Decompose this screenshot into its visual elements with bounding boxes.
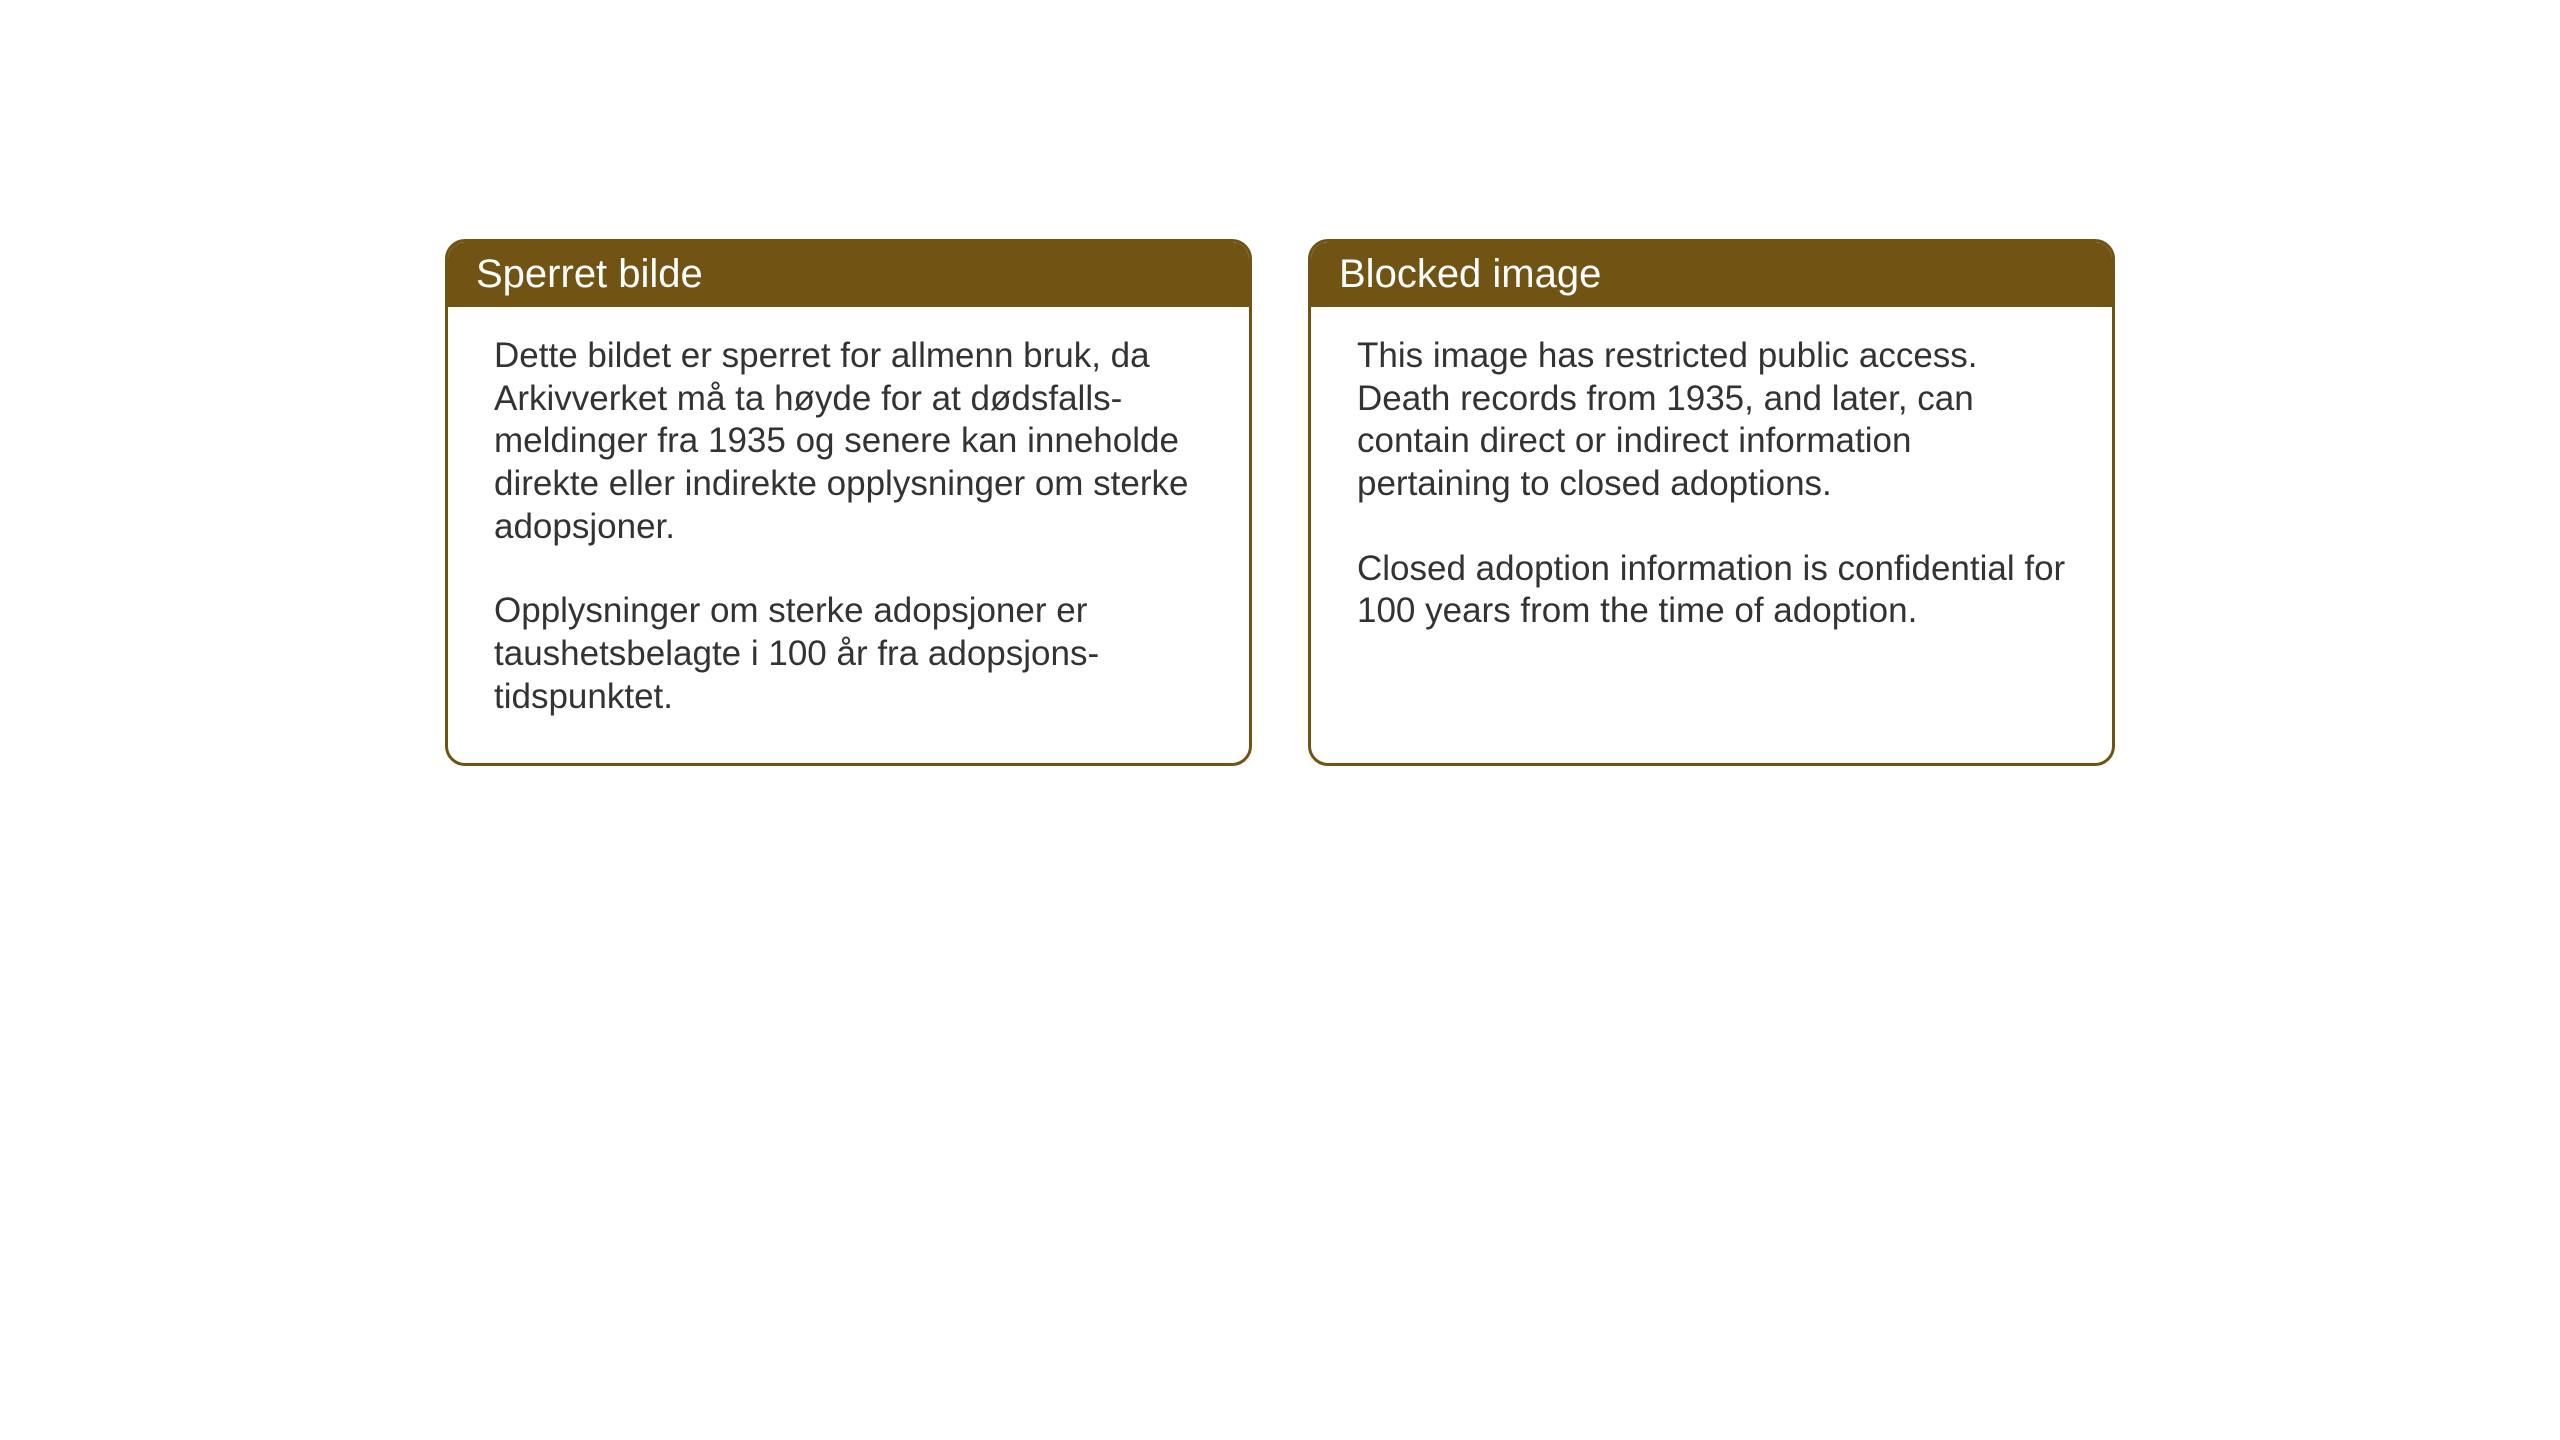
card-paragraph-1: This image has restricted public access.…: [1357, 335, 2066, 506]
card-paragraph-1: Dette bildet er sperret for allmenn bruk…: [494, 335, 1203, 548]
card-header-english: Blocked image: [1311, 242, 2112, 307]
card-paragraph-2: Opplysninger om sterke adopsjoner er tau…: [494, 590, 1203, 718]
card-body-english: This image has restricted public access.…: [1311, 307, 2112, 753]
notice-card-norwegian: Sperret bilde Dette bildet er sperret fo…: [445, 239, 1252, 766]
card-paragraph-2: Closed adoption information is confident…: [1357, 548, 2066, 633]
card-title: Sperret bilde: [476, 252, 703, 296]
notice-container: Sperret bilde Dette bildet er sperret fo…: [445, 239, 2115, 766]
notice-card-english: Blocked image This image has restricted …: [1308, 239, 2115, 766]
card-header-norwegian: Sperret bilde: [448, 242, 1249, 307]
card-body-norwegian: Dette bildet er sperret for allmenn bruk…: [448, 307, 1249, 763]
card-title: Blocked image: [1339, 252, 1601, 296]
